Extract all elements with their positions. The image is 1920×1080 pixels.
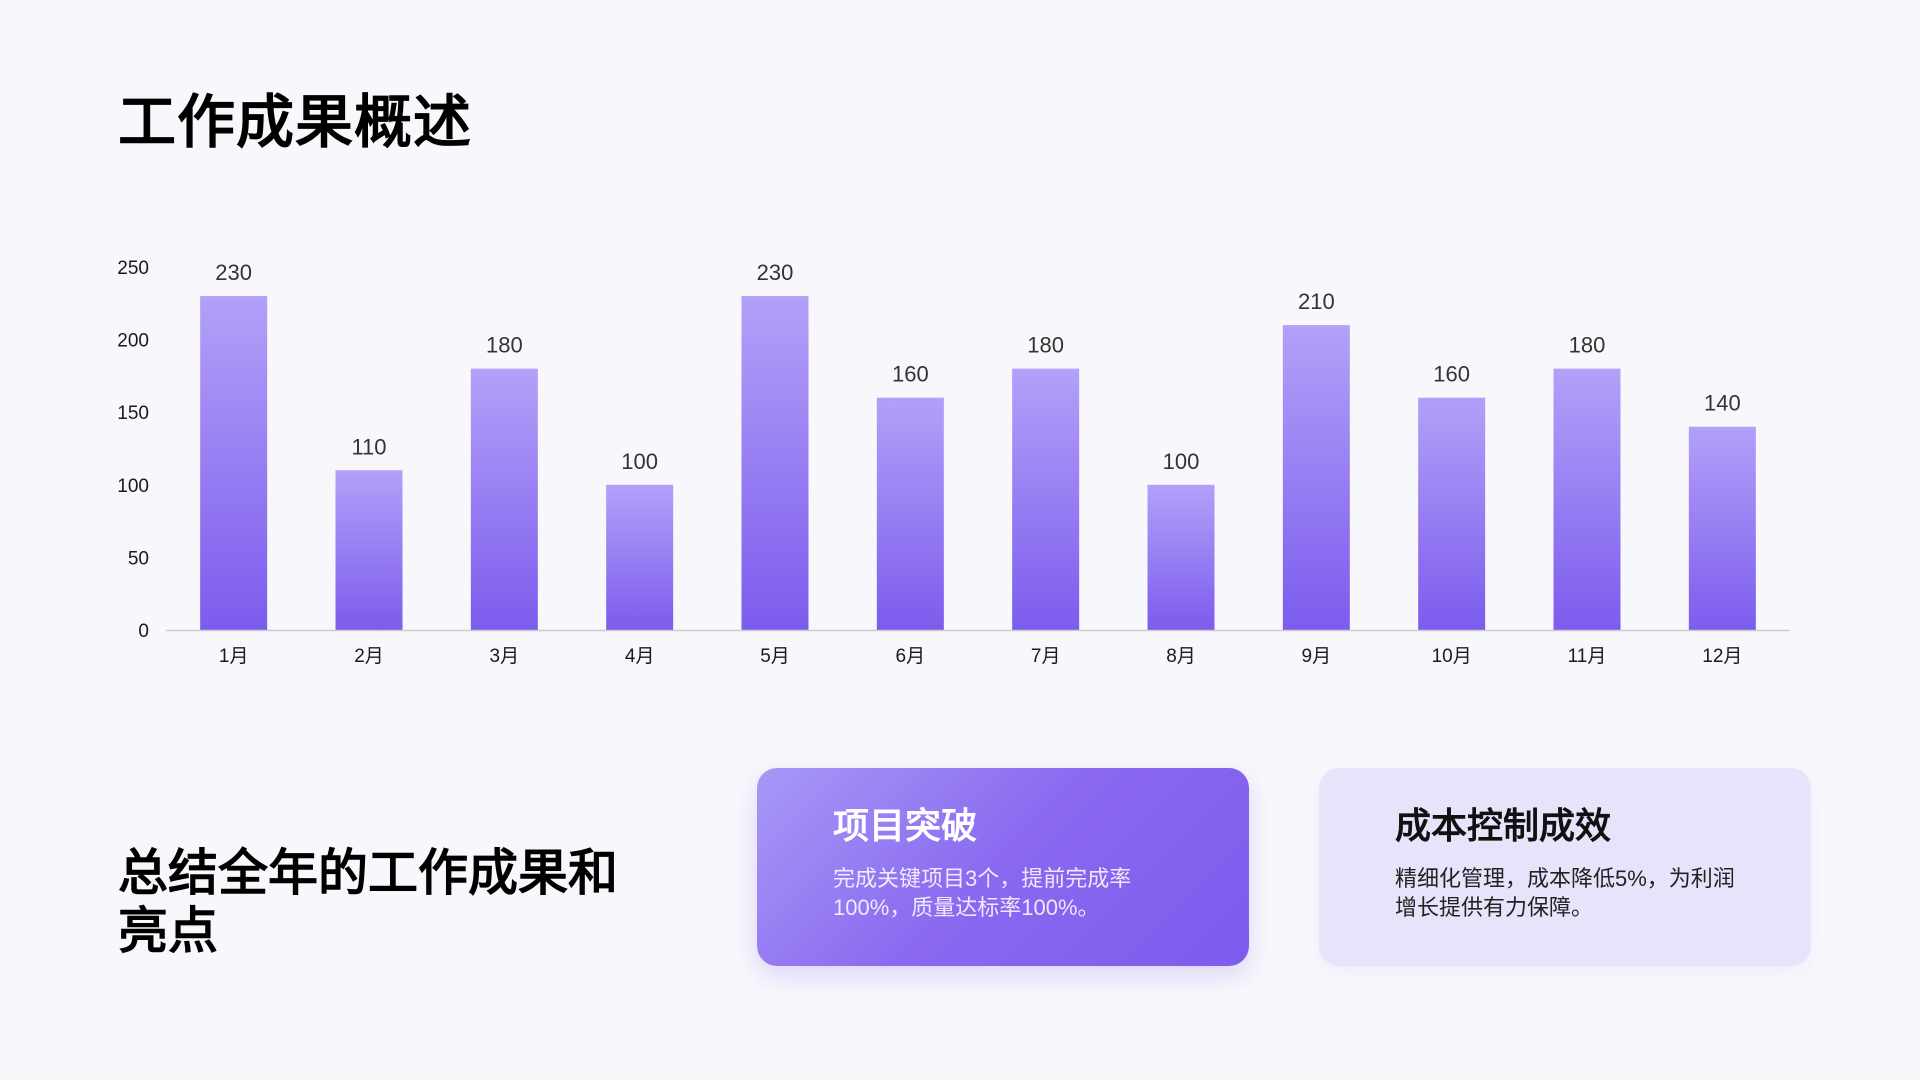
project-breakthrough-card: 项目突破 完成关键项目3个，提前完成率100%，质量达标率100%。 xyxy=(757,768,1249,966)
bar xyxy=(335,470,403,630)
x-tick-label: 2月 xyxy=(354,646,384,667)
data-label: 110 xyxy=(351,434,386,459)
x-tick-label: 4月 xyxy=(625,646,655,667)
x-tick-label: 6月 xyxy=(896,646,926,667)
bar xyxy=(741,296,809,630)
y-tick-label: 200 xyxy=(117,331,149,352)
bar xyxy=(1147,484,1215,630)
data-label: 230 xyxy=(757,260,794,285)
data-label: 160 xyxy=(1433,362,1470,387)
cost-control-card: 成本控制成效 精细化管理，成本降低5%，为利润增长提供有力保障。 xyxy=(1319,768,1811,966)
x-tick-label: 1月 xyxy=(219,646,249,667)
bar xyxy=(1688,426,1756,630)
card-title: 项目突破 xyxy=(833,805,978,846)
card-body: 完成关键项目3个，提前完成率100%，质量达标率100%。 xyxy=(833,866,1132,920)
data-label: 160 xyxy=(892,362,929,387)
x-tick-label: 5月 xyxy=(760,646,790,667)
x-tick-label: 12月 xyxy=(1702,646,1742,667)
card-title: 成本控制成效 xyxy=(1395,805,1612,846)
y-tick-label: 250 xyxy=(117,258,149,279)
x-tick-label: 11月 xyxy=(1568,646,1607,667)
bar xyxy=(1418,397,1486,630)
x-tick-label: 9月 xyxy=(1302,646,1332,667)
x-tick-label: 10月 xyxy=(1432,646,1472,667)
card-body: 精细化管理，成本降低5%，为利润增长提供有力保障。 xyxy=(1395,866,1735,920)
data-label: 140 xyxy=(1704,391,1741,416)
data-label: 100 xyxy=(621,449,658,474)
bar xyxy=(606,484,674,630)
data-label: 180 xyxy=(1569,333,1606,358)
bar xyxy=(470,368,538,630)
x-tick-label: 7月 xyxy=(1031,646,1061,667)
y-tick-label: 150 xyxy=(117,403,149,424)
bar xyxy=(876,397,944,630)
bar xyxy=(1282,325,1350,630)
data-label: 210 xyxy=(1298,289,1335,314)
page-title: 工作成果概述 xyxy=(118,90,473,155)
y-tick-label: 0 xyxy=(138,621,149,642)
summary-heading: 总结全年的工作成果和亮点 xyxy=(118,845,618,959)
x-tick-label: 3月 xyxy=(490,646,520,667)
bar xyxy=(1553,368,1621,630)
bar-chart: 0 50 100 150 200 250 230 1月 110 2月 180 3月 100 4月 230 5月… xyxy=(117,258,1790,667)
data-label: 180 xyxy=(1027,333,1064,358)
data-label: 180 xyxy=(486,333,523,358)
bar xyxy=(200,296,268,630)
data-label: 230 xyxy=(215,260,252,285)
data-label: 100 xyxy=(1163,449,1200,474)
bar xyxy=(1012,368,1080,630)
y-tick-label: 50 xyxy=(128,548,149,569)
y-tick-label: 100 xyxy=(117,476,149,497)
x-tick-label: 8月 xyxy=(1166,646,1196,667)
